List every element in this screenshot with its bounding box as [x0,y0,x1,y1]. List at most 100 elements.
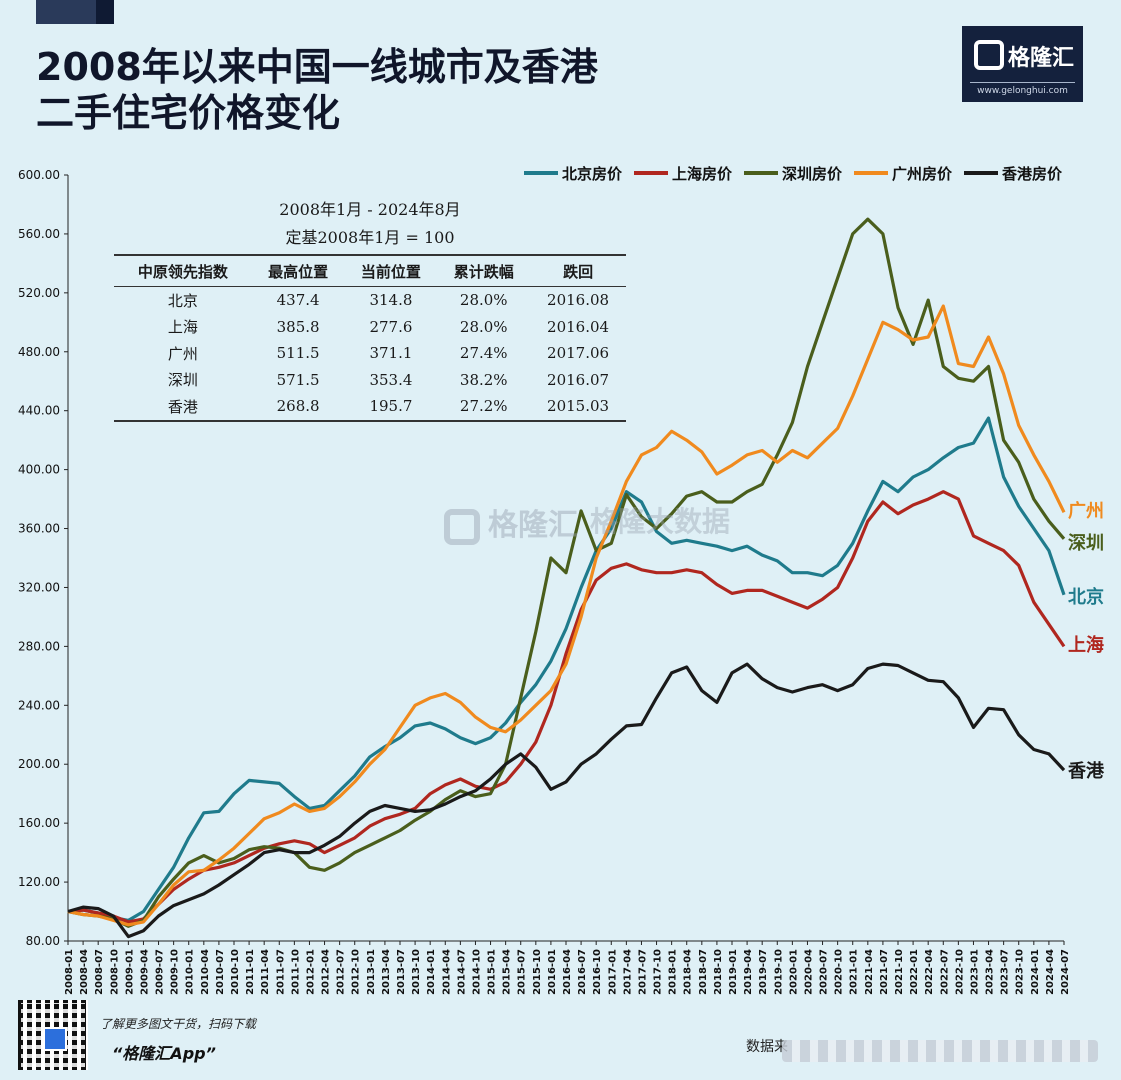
data-source: 数据来 [746,1039,788,1055]
y-tick-label: 240.00 [18,698,60,712]
x-tick-label: 2009-01 [124,949,135,995]
y-tick-label: 120.00 [18,875,60,889]
table-row: 香港 268.8 195.7 27.2% 2015.03 [114,393,626,422]
x-tick-label: 2015-01 [487,949,498,995]
x-tick-label: 2009-10 [170,949,181,995]
x-tick-label: 2014-07 [456,949,467,995]
table-header-row: 中原领先指数 最高位置 当前位置 累计跌幅 跌回 [114,254,626,287]
x-tick-label: 2011-10 [290,949,301,995]
x-tick-label: 2008-01 [64,949,75,995]
y-tick-label: 520.00 [18,286,60,300]
x-tick-label: 2015-07 [517,949,528,995]
x-tick-label: 2024-07 [1060,949,1071,995]
legend-label: 深圳房价 [782,165,843,183]
y-tick-label: 200.00 [18,757,60,771]
x-tick-label: 2019-07 [758,949,769,995]
x-tick-label: 2010-07 [215,949,226,995]
table-body: 北京 437.4 314.8 28.0% 2016.08 上海 385.8 277.6 28.0… [114,287,626,422]
table-row: 深圳 571.5 353.4 38.2% 2016.07 [114,367,626,394]
x-tick-label: 2021-07 [879,949,890,995]
table-cell: 353.4 [369,370,413,389]
x-tick-label: 2023-04 [985,949,996,995]
qr-logo-icon [43,1027,67,1051]
x-tick-label: 2020-01 [788,949,799,995]
series-line-深圳 [67,217,1066,928]
y-tick-label: 600.00 [18,168,60,182]
table-cell: 385.8 [276,317,320,336]
series-line-广州 [67,304,1066,927]
x-tick-label: 2022-01 [909,949,920,995]
watermark-data: 格隆大数据 [590,505,731,538]
table-cell: 371.1 [369,344,413,363]
end-label: 深圳 [1068,532,1104,554]
x-tick-label: 2022-07 [939,949,950,995]
table-cell: 28.0% [459,291,508,310]
table-cell: 香港 [114,393,252,422]
summary-table: 2008年1月 - 2024年8月 定基2008年1月 = 100 中原领先指数… [114,196,626,422]
x-tick-label: 2011-07 [275,949,286,995]
logo-name: 格隆汇 [1008,46,1075,71]
x-tick-label: 2010-10 [230,949,241,995]
top-accent-bar [36,0,96,24]
x-tick-label: 2016-01 [547,949,558,995]
table-subtitle-1: 2008年1月 - 2024年8月 [279,200,461,219]
x-tick-label: 2021-04 [864,949,875,995]
logo-divider [970,82,1075,83]
x-tick-label: 2020-10 [834,949,845,995]
x-tick-label: 2017-10 [653,949,664,995]
x-tick-label: 2022-10 [954,949,965,995]
x-tick-label: 2013-01 [366,949,377,995]
end-label: 香港 [1067,761,1105,782]
table-cell: 2016.04 [547,317,610,336]
x-tick-label: 2010-04 [200,949,211,995]
table-header-cell: 中原领先指数 [114,254,252,287]
table-header-cell: 累计跌幅 [437,254,531,287]
x-tick-label: 2024-04 [1045,949,1056,995]
x-tick-label: 2021-10 [894,949,905,995]
x-tick-label: 2020-04 [803,949,814,995]
x-tick-label: 2012-10 [351,949,362,995]
x-tick-label: 2014-01 [426,949,437,995]
series-line-北京 [67,416,1066,923]
y-tick-label: 160.00 [18,816,60,830]
table-cell: 深圳 [167,371,198,390]
table-cell: 2017.06 [547,344,610,363]
x-tick-label: 2016-07 [577,949,588,995]
table-header-cell: 最高位置 [251,254,345,287]
table-header-cell: 跌回 [530,254,626,287]
x-tick-label: 2023-10 [1015,949,1026,995]
x-tick-label: 2008-10 [109,949,120,995]
legend-label: 上海房价 [672,165,733,183]
x-tick-label: 2018-04 [683,949,694,995]
legend-label: 北京房价 [562,165,623,183]
x-tick-label: 2024-01 [1030,949,1041,995]
qr-code[interactable] [18,1000,88,1070]
table-cell: 314.8 [369,291,413,310]
table-cell: 268.8 [251,393,345,422]
table-cell: 上海 [167,318,198,337]
y-tick-label: 280.00 [18,639,60,653]
x-tick-label: 2018-07 [698,949,709,995]
x-tick-label: 2011-01 [245,949,256,995]
x-tick-label: 2019-10 [773,949,784,995]
x-tick-label: 2011-04 [260,949,271,995]
brand-logo: 格隆汇 www.gelonghui.com [962,26,1083,102]
x-tick-label: 2015-04 [502,949,513,995]
title-line-2: 二手住宅价格变化 [36,91,341,135]
x-tick-label: 2008-07 [94,949,105,995]
table-cell: 277.6 [369,317,413,336]
x-tick-label: 2012-04 [321,949,332,995]
series-line-上海 [67,490,1066,924]
x-tick-label: 2012-07 [336,949,347,995]
x-tick-label: 2009-04 [139,949,150,995]
x-tick-label: 2017-04 [622,949,633,995]
x-tick-label: 2022-04 [924,949,935,995]
x-tick-label: 2008-04 [79,949,90,995]
end-label: 广州 [1068,500,1104,522]
watermark-brand: 格隆汇 [444,500,578,545]
x-tick-label: 2013-07 [396,949,407,995]
table-row: 北京 437.4 314.8 28.0% 2016.08 [114,287,626,314]
x-tick-label: 2019-01 [728,949,739,995]
y-tick-label: 80.00 [26,934,60,948]
x-tick-label: 2023-01 [969,949,980,995]
